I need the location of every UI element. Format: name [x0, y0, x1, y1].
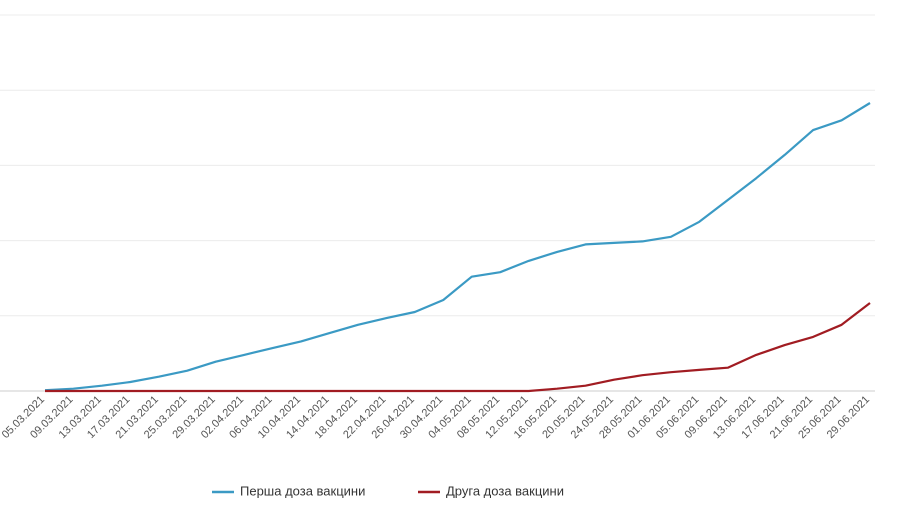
legend-label: Перша доза вакцини: [240, 483, 365, 498]
series-line: [45, 302, 871, 393]
legend: Перша доза вакцини Друга доза вакцини: [212, 483, 564, 498]
legend-label: Друга доза вакцини: [446, 483, 564, 498]
series-line: [44, 102, 871, 392]
